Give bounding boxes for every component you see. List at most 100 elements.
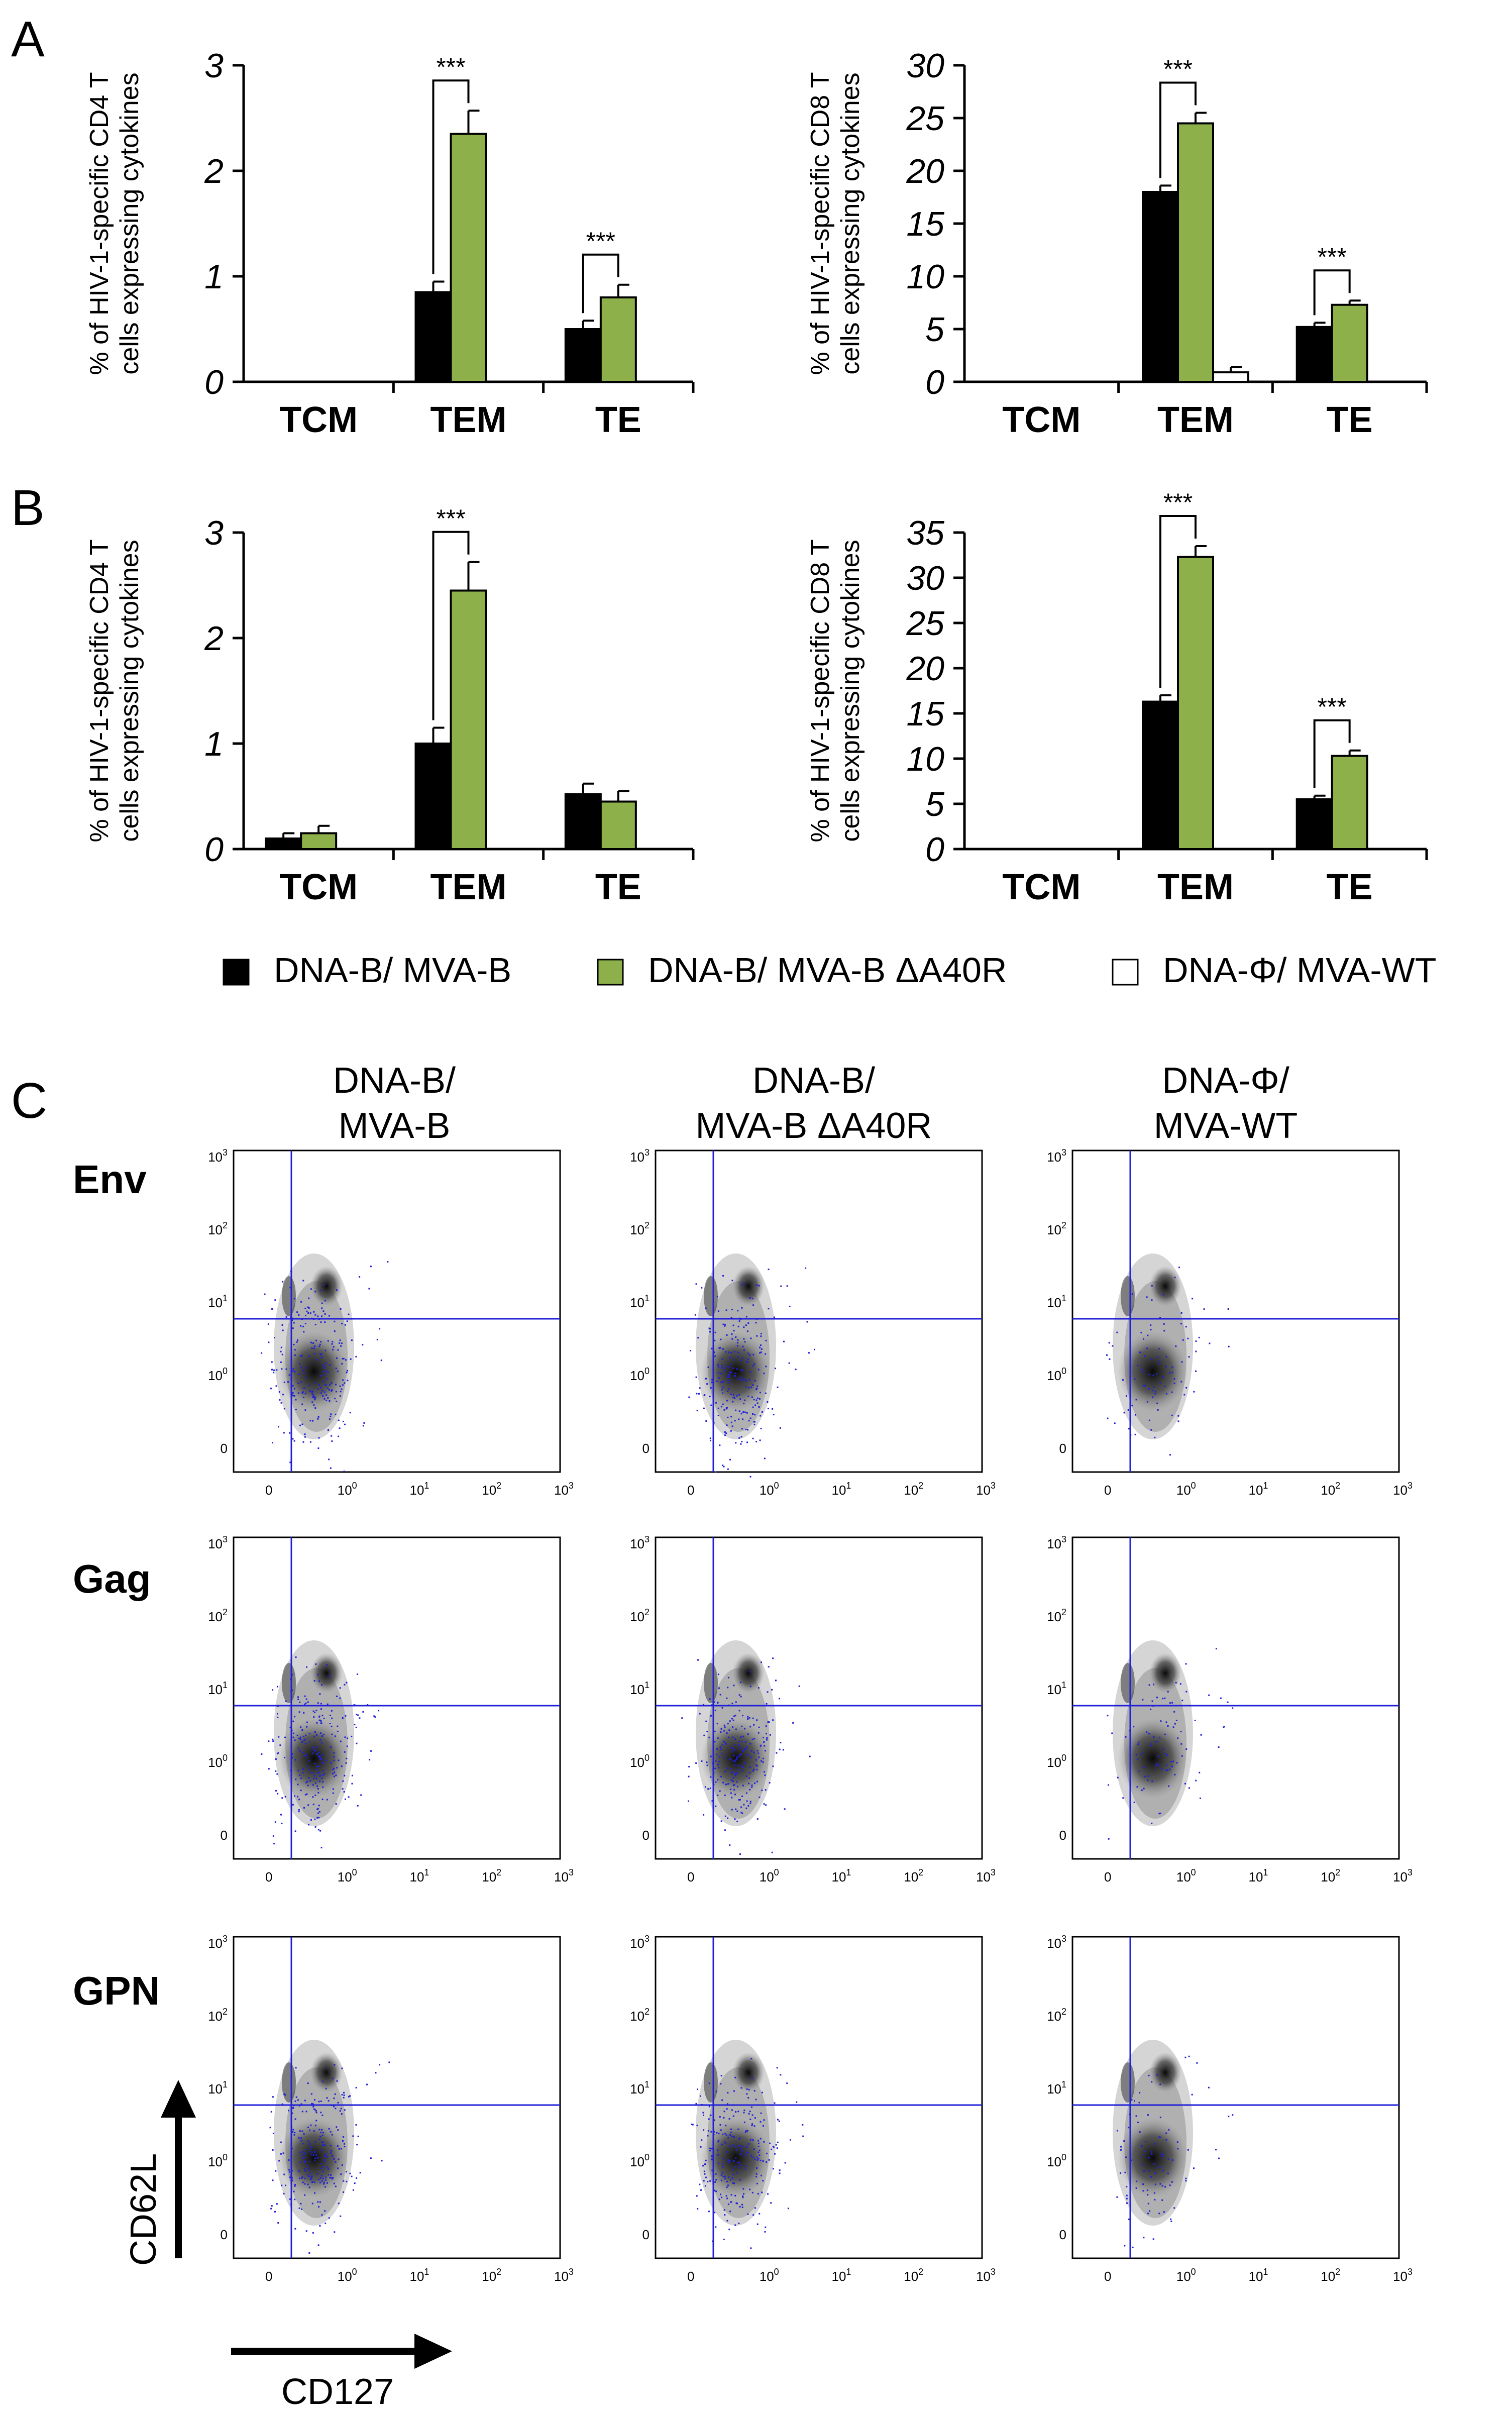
x-tick-label: 101 — [832, 1481, 851, 1498]
tick-exponent: 3 — [1061, 1147, 1066, 1158]
x-tick-label: 103 — [554, 1867, 574, 1884]
x-tick-label: 0 — [687, 1869, 694, 1884]
row-label-gpn: GPN — [73, 1968, 160, 2013]
significance-bracket — [432, 531, 470, 720]
y-tick-label: 0 — [204, 363, 224, 401]
density-core — [732, 1266, 765, 1306]
y-tick-label: 0 — [221, 2227, 228, 2242]
flow-plot-grid: 0010010010110110210210310300100100101101… — [208, 1147, 1413, 2284]
bar — [265, 837, 302, 850]
density-core — [1118, 2118, 1188, 2198]
x-category-label: TCM — [279, 867, 358, 907]
tick-exponent: 1 — [1263, 1867, 1268, 1877]
y-tick-label: 100 — [1047, 1753, 1066, 1770]
significance-bracket — [1159, 81, 1197, 178]
y-tick-label: 20 — [906, 650, 944, 688]
density-core — [310, 1653, 343, 1693]
tick-exponent: 2 — [223, 2007, 228, 2017]
tick-exponent: 3 — [991, 1481, 996, 1491]
tick-exponent: 0 — [644, 1753, 650, 1763]
tick-exponent: 1 — [846, 1481, 851, 1491]
y-tick-label: 0 — [1059, 1441, 1066, 1456]
density-core — [1118, 1331, 1188, 1412]
x-tick-label: 100 — [1176, 1481, 1196, 1498]
x-tick-label: 100 — [338, 1481, 357, 1498]
y-tick-label: 101 — [630, 2079, 650, 2097]
y-tick-label: 101 — [208, 1680, 228, 1697]
tick-exponent: 0 — [1191, 2267, 1196, 2277]
tick-exponent: 3 — [1408, 2267, 1413, 2277]
bar — [1331, 755, 1368, 850]
significance-bracket — [432, 79, 470, 274]
x-tick-label: 100 — [1176, 2267, 1196, 2284]
bar — [599, 800, 637, 850]
y-tick-label: 15 — [906, 695, 944, 733]
significance-label: *** — [1317, 243, 1346, 271]
legend-label-dna-b-mva-b-da40r: DNA-B/ MVA-B ΔA40R — [648, 951, 1007, 990]
tick-exponent: 3 — [569, 1481, 574, 1491]
y-tick-label: 103 — [208, 1534, 228, 1551]
tick-exponent: 1 — [223, 1293, 228, 1303]
density-core — [704, 1276, 718, 1316]
bar — [1331, 303, 1368, 383]
tick-exponent: 1 — [1263, 2267, 1268, 2277]
x-tick-label: 102 — [1321, 1481, 1340, 1498]
y-tick-label: 100 — [630, 2152, 650, 2169]
y-tick-label: 102 — [630, 2007, 650, 2024]
cd62l-arrow-head — [161, 2080, 196, 2118]
y-tick-label: 25 — [906, 99, 944, 138]
x-tick-label: 101 — [410, 2267, 429, 2284]
x-tick-label: 0 — [265, 1869, 272, 1884]
tick-exponent: 3 — [569, 1867, 574, 1877]
tick-exponent: 1 — [1061, 1293, 1066, 1303]
bar — [599, 296, 637, 383]
bar — [1295, 798, 1333, 850]
event-dots — [688, 1267, 815, 1478]
x-tick-label: 101 — [1249, 1867, 1268, 1884]
y-axis-label-line2: cells expressing cytokines — [115, 72, 144, 374]
tick-exponent: 3 — [223, 1147, 228, 1158]
col-header-3-line2: MVA-WT — [1154, 1106, 1298, 1146]
y-tick-label: 30 — [906, 47, 944, 85]
row-label-gag: Gag — [73, 1556, 151, 1601]
tick-exponent: 3 — [644, 1534, 650, 1544]
density-core — [279, 1718, 349, 1799]
tick-exponent: 3 — [991, 2267, 996, 2277]
y-tick-label: 0 — [642, 1441, 650, 1456]
x-tick-label: 103 — [554, 1481, 574, 1498]
density-core — [282, 1663, 296, 1703]
tick-exponent: 1 — [644, 1680, 650, 1690]
y-tick-label: 30 — [906, 559, 944, 597]
tick-exponent: 0 — [1061, 1753, 1066, 1763]
x-tick-label: 102 — [904, 1481, 923, 1498]
x-tick-label: 101 — [832, 2267, 851, 2284]
col-header-2-line2: MVA-B ΔA40R — [696, 1106, 932, 1146]
x-tick-label: 100 — [760, 1481, 779, 1498]
tick-exponent: 0 — [223, 1366, 228, 1376]
y-tick-label: 35 — [906, 514, 944, 552]
y-tick-label: 102 — [630, 1607, 650, 1624]
density-core — [1121, 2062, 1135, 2103]
bar — [1142, 191, 1179, 383]
bar — [450, 589, 487, 850]
y-tick-label: 102 — [630, 1220, 650, 1237]
x-tick-label: 101 — [410, 1481, 429, 1498]
y-tick-label: 103 — [630, 1147, 650, 1165]
tick-exponent: 0 — [223, 1753, 228, 1763]
y-axis-label-line1: % of HIV-1-specific CD8 T — [806, 539, 835, 842]
tick-exponent: 2 — [496, 1867, 501, 1877]
y-axis-label-line2: cells expressing cytokines — [115, 540, 144, 842]
y-tick-label: 102 — [208, 1220, 228, 1237]
y-tick-label: 101 — [1047, 1293, 1066, 1310]
x-tick-label: 0 — [1104, 2269, 1111, 2284]
y-tick-label: 101 — [630, 1680, 650, 1697]
significance-label: *** — [1317, 693, 1346, 721]
tick-exponent: 3 — [223, 1534, 228, 1544]
bar — [564, 793, 602, 851]
bar — [1212, 371, 1249, 383]
panel-label-b: B — [11, 480, 45, 536]
y-axis-label-line1: % of HIV-1-specific CD4 T — [85, 72, 114, 375]
